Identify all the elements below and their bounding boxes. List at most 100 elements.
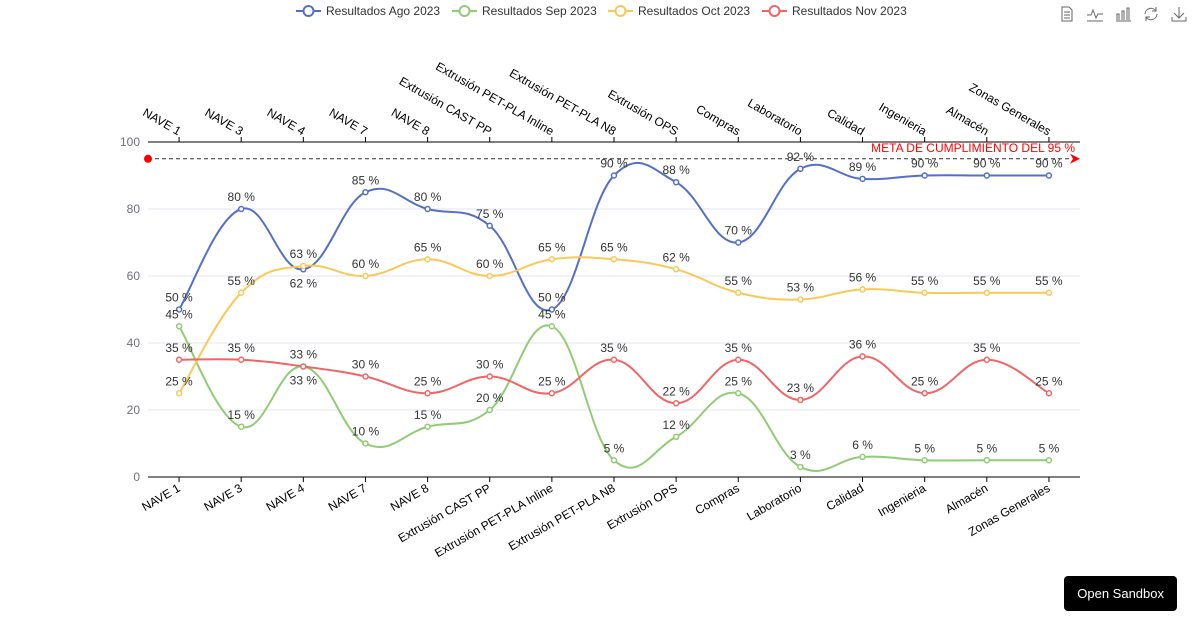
bar-chart-icon[interactable] [1114,5,1132,23]
x-tick-label: Compras [693,481,742,517]
y-tick-label: 80 [127,202,141,216]
legend-item[interactable]: Resultados Sep 2023 [452,4,597,18]
x-tick-label: NAVE 1 [139,481,182,514]
data-label: 20 % [476,391,504,405]
data-point [797,396,804,404]
data-label: 25 % [1035,374,1063,388]
x-tick-label-top: Compras [694,102,743,138]
data-point [983,356,991,363]
data-point [735,239,742,246]
data-label: 3 % [790,448,811,462]
x-tick-label: Ingenieria [876,481,929,520]
data-point [1045,457,1053,464]
data-point [610,256,618,263]
data-point [237,205,245,213]
data-point [175,356,183,363]
data-label: 80 % [414,190,442,204]
data-point [859,453,866,461]
data-label: 33 % [290,347,318,361]
data-label: 60 % [476,257,504,271]
data-point [548,390,556,397]
x-tick-label: NAVE 8 [388,481,431,514]
data-point [735,390,742,397]
x-tick-label-top: NAVE 3 [203,105,246,138]
data-label: 35 % [600,341,628,355]
data-point [797,463,804,471]
data-point [486,406,493,414]
data-point [237,356,245,363]
legend-label: Resultados Oct 2023 [638,4,750,18]
x-tick-label-top: NAVE 7 [327,105,370,138]
x-tick-label: Almacén [943,481,990,516]
legend-item[interactable]: Resultados Ago 2023 [296,4,440,18]
markline-start-dot [144,154,152,163]
data-label: 5 % [914,441,935,455]
data-point [859,286,866,293]
data-label: 35 % [725,341,753,355]
data-label: 25 % [165,374,193,388]
data-point [672,178,680,186]
data-point [735,356,742,363]
data-label: 23 % [787,381,815,395]
data-label: 45 % [538,307,566,321]
data-point [983,289,991,296]
series-1: 45 %15 %33 %10 %15 %20 %45 %5 %12 %25 %3… [165,307,1060,472]
data-view-icon[interactable] [1058,5,1076,23]
data-label: 90 % [973,157,1001,171]
markline-arrow-icon [1070,153,1080,164]
series-0: 50 % 80 % 62 % 85 % 80 % 75 % 50 % 90 % 88 % 70 %… [165,150,1063,313]
download-icon[interactable] [1170,5,1188,23]
data-point [797,165,804,173]
data-point [921,289,928,296]
legend-label: Resultados Nov 2023 [792,4,907,18]
data-point [486,222,493,229]
data-label: 45 % [165,307,193,321]
data-point [735,289,742,296]
legend-item[interactable]: Resultados Oct 2023 [608,4,750,18]
data-label: 30 % [352,358,380,372]
legend-marker-icon [768,5,781,17]
data-label: 36 % [849,337,877,351]
legend-label: Resultados Sep 2023 [482,4,597,18]
data-point [424,256,431,263]
data-label: 12 % [662,418,690,432]
data-label: 5 % [604,441,625,455]
legend-marker-icon [458,5,471,17]
x-tick-label: NAVE 7 [326,481,369,514]
x-tick-label-top: Ingenieria [877,100,930,139]
y-tick-label: 100 [120,135,140,149]
x-tick-label: Calidad [824,481,866,513]
data-label: 62 % [662,250,690,264]
data-label: 50 % [165,291,193,305]
data-label: 55 % [228,274,256,288]
data-point [486,272,493,280]
x-tick-label-top: NAVE 4 [265,105,308,138]
data-label: 55 % [725,274,753,288]
data-label: 5 % [1039,441,1060,455]
data-point [362,272,369,280]
restore-icon[interactable] [1142,5,1160,23]
data-point [424,205,431,213]
data-label: 56 % [849,270,877,284]
data-label: 15 % [228,408,256,422]
data-point [797,296,804,303]
line-chart-icon[interactable] [1086,5,1104,23]
data-label: 15 % [414,408,442,422]
data-point [548,306,556,313]
data-point [672,433,680,441]
data-point [859,175,866,183]
open-sandbox-button[interactable]: Open Sandbox [1064,576,1177,611]
data-point [1045,289,1053,296]
data-point [424,390,431,397]
legend[interactable]: Resultados Ago 2023 Resultados Sep 2023 Re… [296,4,907,18]
x-tick-label: Extrusión OPS [604,481,679,532]
markline-label: META DE CUMPLIMIENTO DEL 95 % [871,141,1075,155]
data-label: 60 % [352,257,380,271]
data-label: 90 % [1035,157,1063,171]
x-tick-label: Laboratorio [744,481,804,524]
data-label: 90 % [600,157,628,171]
data-point [859,353,866,360]
legend-item[interactable]: Resultados Nov 2023 [762,4,907,18]
data-point [1045,390,1053,397]
